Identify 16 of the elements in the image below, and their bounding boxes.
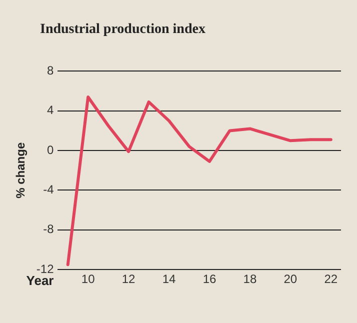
y-tick-label: -12 — [36, 262, 54, 276]
y-tick-label: -4 — [43, 182, 54, 197]
y-tick-label: -8 — [43, 222, 54, 236]
chart-title: Industrial production index — [40, 22, 206, 38]
x-axis-title: Year — [26, 273, 54, 288]
x-tick-label: 12 — [122, 272, 136, 286]
x-tick-label: 22 — [324, 272, 338, 286]
y-tick-label: 0 — [47, 142, 54, 157]
y-tick-label: 8 — [47, 64, 54, 78]
x-tick-label: 20 — [284, 272, 298, 286]
x-tick-label: 16 — [202, 272, 216, 286]
x-tick-label: 18 — [243, 272, 257, 286]
x-tick-label: 10 — [81, 272, 96, 286]
y-axis-title: % change — [14, 142, 28, 198]
x-tick-label: 14 — [162, 272, 176, 286]
y-tick-label: 4 — [47, 103, 54, 118]
